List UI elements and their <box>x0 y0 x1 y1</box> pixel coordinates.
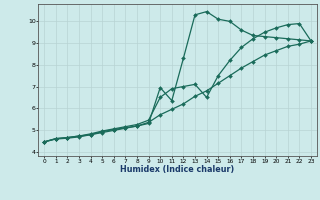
X-axis label: Humidex (Indice chaleur): Humidex (Indice chaleur) <box>120 165 235 174</box>
